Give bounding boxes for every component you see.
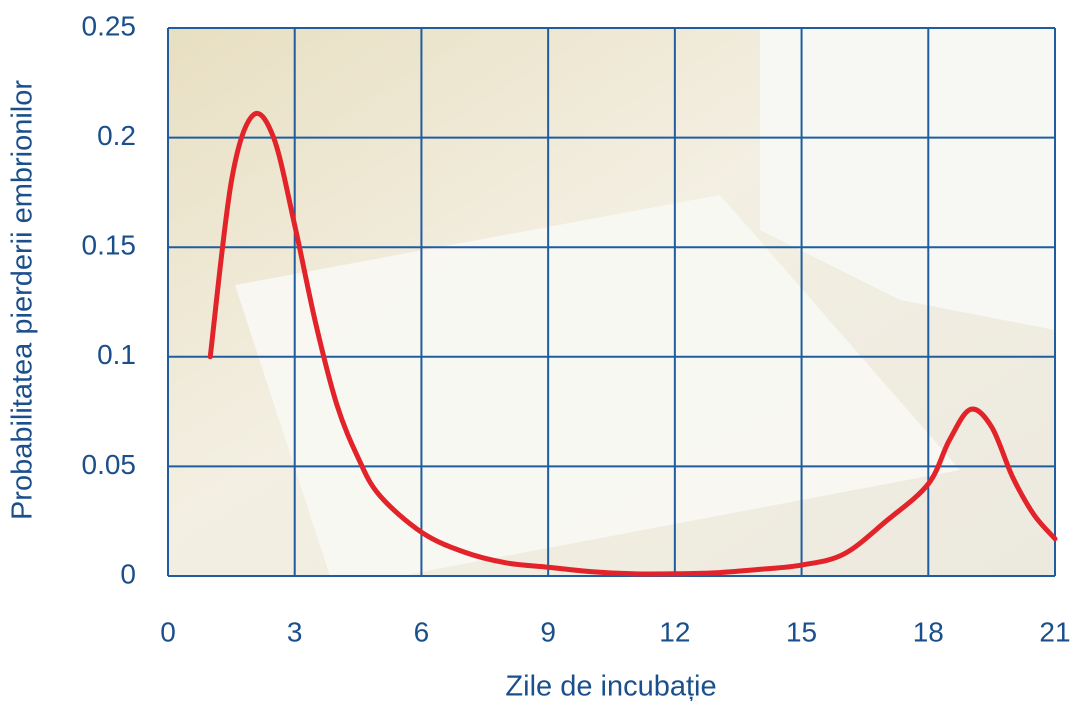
x-tick-label: 21 [1039, 616, 1070, 647]
x-tick-label: 9 [540, 616, 556, 647]
x-tick-label: 6 [414, 616, 430, 647]
chart: Zile de incubație Probabilitatea pierder… [0, 0, 1070, 701]
y-tick-label: 0 [120, 558, 136, 589]
x-tick-label: 15 [786, 616, 817, 647]
x-tick-label: 3 [287, 616, 303, 647]
x-tick-label: 0 [160, 616, 176, 647]
y-tick-label: 0.2 [97, 120, 136, 151]
y-tick-label: 0.1 [97, 339, 136, 370]
y-tick-label: 0.25 [82, 10, 137, 41]
x-tick-label: 12 [659, 616, 690, 647]
y-tick-label: 0.05 [82, 449, 137, 480]
y-axis-label: Probabilitatea pierderii embrionilor [7, 80, 39, 520]
x-tick-label: 18 [913, 616, 944, 647]
y-tick-label: 0.15 [82, 230, 137, 261]
x-axis-label: Zile de incubație [505, 671, 716, 701]
